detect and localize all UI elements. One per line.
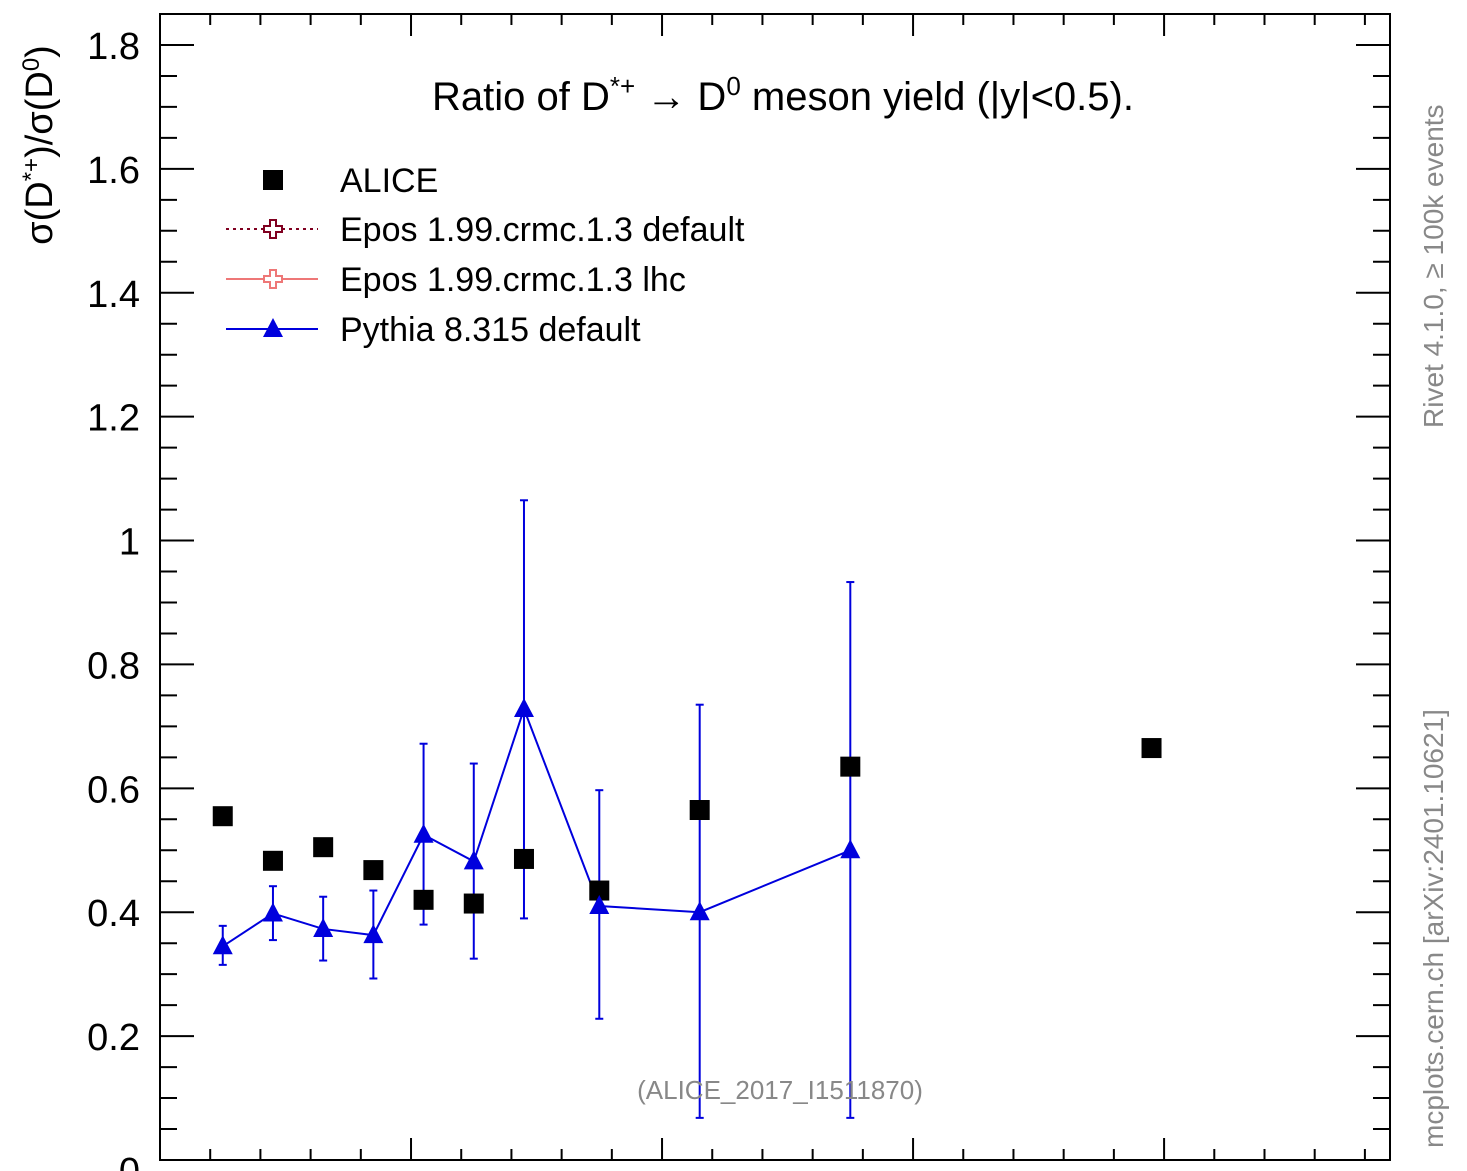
alice-data-point xyxy=(513,848,534,869)
pythia-data-point xyxy=(589,895,610,915)
legend-marker-pythia xyxy=(263,318,283,337)
pythia-data-point xyxy=(840,839,861,859)
alice-data-point xyxy=(363,860,384,881)
plot-area-border xyxy=(159,13,1391,1161)
alice-data-point xyxy=(262,850,283,871)
pythia-data-point xyxy=(463,850,484,870)
pythia-data-point xyxy=(413,823,434,843)
y-tick-label: 1 xyxy=(119,522,140,564)
pythia-data-point xyxy=(313,917,334,937)
legend-marker-epos xyxy=(263,269,283,289)
alice-data-point xyxy=(212,806,233,827)
plot-frame xyxy=(159,13,1391,1161)
y-tick-label: 0.4 xyxy=(87,893,140,935)
pythia-series-line xyxy=(222,706,851,948)
y-tick-label: 0.2 xyxy=(87,1017,140,1059)
legend-marker-epos xyxy=(263,219,283,239)
y-tick-label: 0.8 xyxy=(87,645,140,687)
y-axis-label: σ(D*+)/σ(D0) xyxy=(18,45,62,245)
analysis-id-label: (ALICE_2017_I1511870) xyxy=(637,1075,923,1105)
legend-label: Epos 1.99.crmc.1.3 lhc xyxy=(340,261,686,299)
y-tick-label-zero: 0 xyxy=(119,1151,140,1171)
pythia-line xyxy=(222,706,851,948)
alice-data-point xyxy=(1141,738,1162,759)
data-markers xyxy=(212,698,1162,955)
alice-data-point xyxy=(463,893,484,914)
y-tick-label: 1.6 xyxy=(87,150,140,192)
pythia-data-point xyxy=(363,924,384,944)
legend-label: Epos 1.99.crmc.1.3 default xyxy=(340,211,745,249)
alice-data-point xyxy=(413,889,434,910)
legend-label: Pythia 8.315 default xyxy=(340,311,641,349)
legend-marker-alice xyxy=(263,170,283,190)
alice-data-point xyxy=(589,880,610,901)
pythia-data-point xyxy=(212,935,233,955)
y-tick-label: 1.4 xyxy=(87,274,140,316)
alice-data-point xyxy=(313,837,334,858)
axis-ticks: 0.2 0.4 0.6 0.8 1 1.2 1.4 1.6 1.8 0 xyxy=(87,13,1390,1171)
y-tick-label: 0.6 xyxy=(87,769,140,811)
pythia-error-bars xyxy=(218,499,855,1119)
y-tick-label: 1.2 xyxy=(87,398,140,440)
alice-data-point xyxy=(840,756,861,777)
y-tick-label: 1.8 xyxy=(87,26,140,68)
legend: ALICE Epos 1.99.crmc.1.3 default Epos 1.99… xyxy=(226,162,745,349)
pythia-data-point xyxy=(513,698,534,718)
rivet-label: Rivet 4.1.0, ≥ 100k events xyxy=(1418,104,1449,428)
mcplots-label: mcplots.cern.ch [arXiv:2401.10621] xyxy=(1418,709,1449,1148)
pythia-data-point xyxy=(689,901,710,921)
alice-data-point xyxy=(689,800,710,821)
legend-label: ALICE xyxy=(340,162,438,200)
pythia-data-point xyxy=(262,902,283,922)
chart-title: Ratio of D*+ → D0 meson yield (|y|<0.5). xyxy=(432,71,1134,119)
